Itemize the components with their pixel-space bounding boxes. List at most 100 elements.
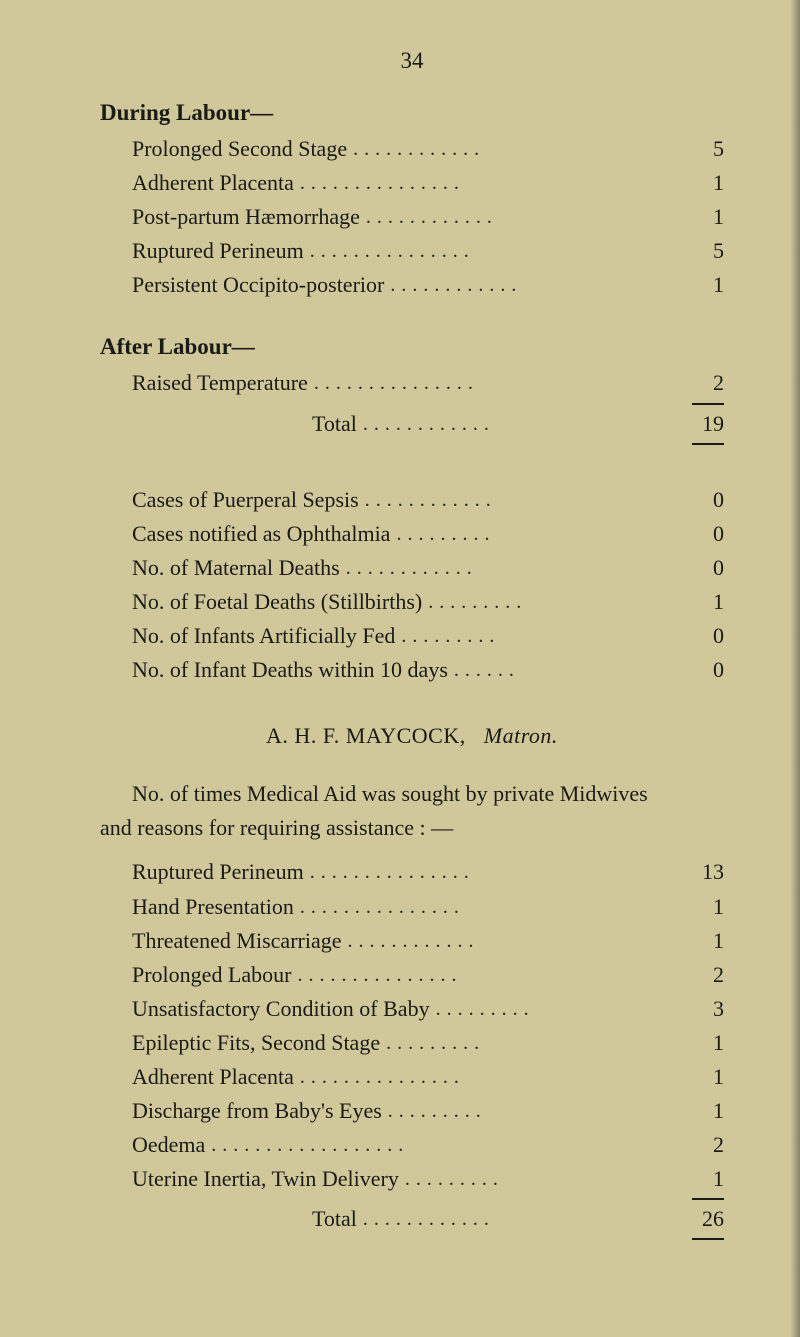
total-row-after-labour: Total ............ 19 (132, 407, 724, 441)
entry-label: Adherent Placenta (132, 1060, 294, 1094)
total-label: Total (312, 1202, 357, 1236)
entry-value: 0 (676, 517, 724, 551)
list-midwife-reasons: Ruptured Perineum...............13Hand P… (100, 855, 724, 1196)
entry-value: 5 (676, 132, 724, 166)
entry-row: No. of Foetal Deaths (Stillbirths)......… (132, 585, 724, 619)
page-number: 34 (100, 48, 724, 74)
leader-dots: ............ (342, 926, 677, 957)
leader-dots: ............... (294, 892, 676, 923)
entry-label: Ruptured Perineum (132, 234, 304, 268)
leader-dots: ......... (430, 994, 676, 1025)
entry-value: 1 (676, 166, 724, 200)
entry-row: Adherent Placenta...............1 (132, 166, 724, 200)
entry-label: Oedema (132, 1128, 205, 1162)
entry-value: 1 (676, 890, 724, 924)
entry-value: 0 (676, 619, 724, 653)
entry-label: Hand Presentation (132, 890, 294, 924)
entry-row: No. of Infant Deaths within 10 days.....… (132, 653, 724, 687)
heading-after-labour: After Labour— (100, 334, 724, 360)
paragraph-line2: and reasons for requiring assistance : — (100, 811, 724, 845)
entry-row: Epileptic Fits, Second Stage.........1 (132, 1026, 724, 1060)
entry-value: 1 (676, 585, 724, 619)
rule (692, 403, 724, 405)
entry-value: 1 (676, 924, 724, 958)
entry-value: 3 (676, 992, 724, 1026)
leader-dots: ............ (357, 409, 676, 440)
total-row-midwife: Total ............ 26 (132, 1202, 724, 1236)
entry-row: No. of Maternal Deaths............0 (132, 551, 724, 585)
entry-value: 1 (676, 1060, 724, 1094)
entry-value: 2 (676, 366, 724, 400)
entry-row: Prolonged Second Stage............5 (132, 132, 724, 166)
signoff: A. H. F. MAYCOCK, Matron. (100, 723, 724, 749)
entry-row: Hand Presentation...............1 (132, 890, 724, 924)
entry-label: Threatened Miscarriage (132, 924, 342, 958)
leader-dots: ............... (294, 1062, 676, 1093)
entry-label: Post-partum Hæmorrhage (132, 200, 360, 234)
entry-value: 0 (676, 551, 724, 585)
entry-value: 13 (676, 855, 724, 889)
entry-value: 2 (676, 1128, 724, 1162)
entry-label: Cases notified as Ophthalmia (132, 517, 390, 551)
entry-row: Raised Temperature...............2 (132, 366, 724, 400)
leader-dots: ............... (291, 960, 676, 991)
entry-row: Discharge from Baby's Eyes.........1 (132, 1094, 724, 1128)
entry-row: Threatened Miscarriage............1 (132, 924, 724, 958)
entry-row: Persistent Occipito-posterior...........… (132, 268, 724, 302)
leader-dots: ............... (294, 168, 676, 199)
rule (692, 1198, 724, 1200)
leader-dots: ......... (399, 1164, 676, 1195)
leader-dots: ............... (304, 857, 676, 888)
entry-label: No. of Maternal Deaths (132, 551, 340, 585)
entry-value: 1 (676, 1162, 724, 1196)
entry-label: Epileptic Fits, Second Stage (132, 1026, 380, 1060)
entry-label: Raised Temperature (132, 366, 308, 400)
leader-dots: ............ (357, 1204, 676, 1235)
signoff-title: Matron. (484, 723, 558, 748)
entry-value: 1 (676, 200, 724, 234)
page-edge-shadow (790, 0, 800, 1337)
list-after-labour: Raised Temperature...............2 (100, 366, 724, 400)
entry-label: Uterine Inertia, Twin Delivery (132, 1162, 399, 1196)
entry-row: Cases notified as Ophthalmia.........0 (132, 517, 724, 551)
entry-label: No. of Foetal Deaths (Stillbirths) (132, 585, 422, 619)
signoff-name: A. H. F. MAYCOCK, (266, 723, 466, 748)
total-value: 19 (676, 407, 724, 441)
leader-dots: ......... (382, 1096, 676, 1127)
entry-value: 5 (676, 234, 724, 268)
leader-dots: ......... (380, 1028, 676, 1059)
leader-dots: ............ (340, 553, 676, 584)
entry-row: No. of Infants Artificially Fed.........… (132, 619, 724, 653)
leader-dots: ............ (360, 202, 676, 233)
entry-value: 2 (676, 958, 724, 992)
entry-row: Ruptured Perineum...............13 (132, 855, 724, 889)
entry-row: Uterine Inertia, Twin Delivery.........1 (132, 1162, 724, 1196)
entry-label: No. of Infants Artificially Fed (132, 619, 395, 653)
entry-label: Unsatisfactory Condition of Baby (132, 992, 430, 1026)
page: 34 During Labour— Prolonged Second Stage… (0, 0, 800, 1337)
entry-row: Adherent Placenta...............1 (132, 1060, 724, 1094)
entry-label: Prolonged Second Stage (132, 132, 347, 166)
total-label: Total (312, 407, 357, 441)
entry-row: Post-partum Hæmorrhage............1 (132, 200, 724, 234)
list-during-labour: Prolonged Second Stage............5Adher… (100, 132, 724, 302)
entry-label: Cases of Puerperal Sepsis (132, 483, 359, 517)
entry-row: Prolonged Labour...............2 (132, 958, 724, 992)
leader-dots: ......... (422, 587, 676, 618)
rule (692, 1238, 724, 1240)
leader-dots: ...... (448, 655, 676, 686)
heading-during-labour: During Labour— (100, 100, 724, 126)
rule (692, 443, 724, 445)
entry-value: 1 (676, 268, 724, 302)
leader-dots: ............... (308, 368, 676, 399)
entry-label: Adherent Placenta (132, 166, 294, 200)
total-value: 26 (676, 1202, 724, 1236)
entry-label: Ruptured Perineum (132, 855, 304, 889)
entry-row: Unsatisfactory Condition of Baby........… (132, 992, 724, 1026)
paragraph-line1: No. of times Medical Aid was sought by p… (132, 781, 648, 806)
entry-row: Ruptured Perineum...............5 (132, 234, 724, 268)
leader-dots: ......... (390, 519, 676, 550)
leader-dots: ............ (384, 270, 676, 301)
leader-dots: ............ (347, 134, 676, 165)
entry-value: 1 (676, 1026, 724, 1060)
